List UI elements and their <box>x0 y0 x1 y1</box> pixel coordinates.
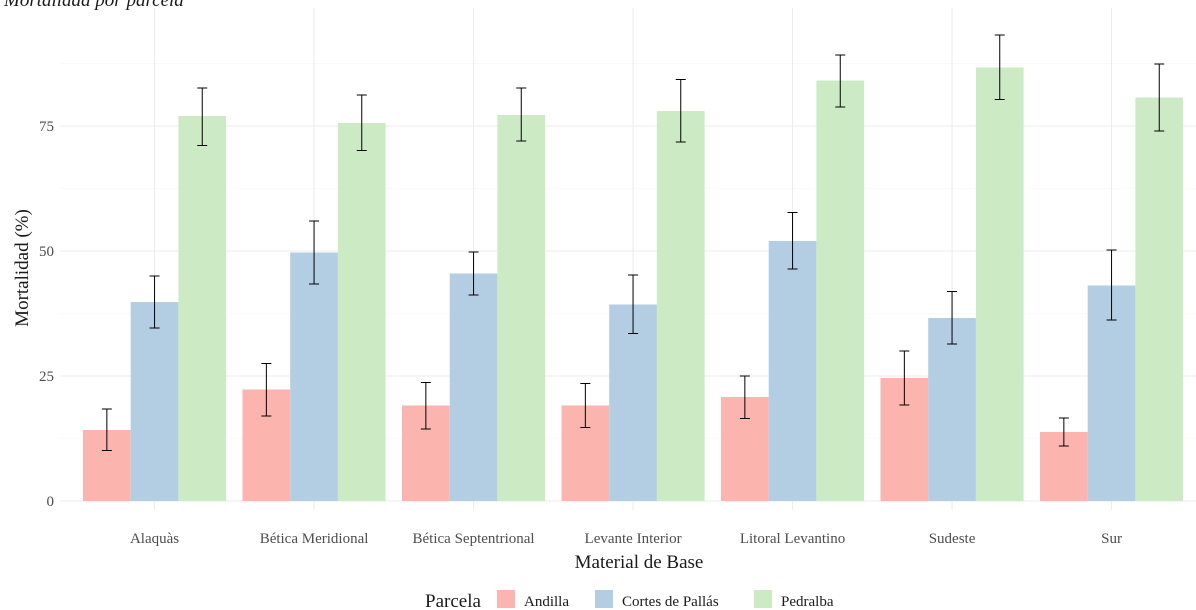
error-bar <box>835 54 846 108</box>
legend-label: Pedralba <box>781 594 834 610</box>
y-axis-ticks: 0 25 50 75 <box>39 119 54 510</box>
error-bar <box>420 382 431 430</box>
error-bar <box>899 350 910 406</box>
error-bar <box>309 220 320 285</box>
error-bar <box>356 94 367 151</box>
error-bar <box>101 408 112 451</box>
legend-title: Parcela <box>425 591 481 610</box>
bar <box>449 273 498 501</box>
y-tick-label: 75 <box>39 119 54 135</box>
error-bar <box>261 363 272 417</box>
error-bar <box>1106 249 1117 321</box>
bar <box>928 318 976 501</box>
x-tick-label: Bética Septentrional <box>413 531 535 547</box>
bar <box>497 115 546 501</box>
legend-key <box>595 590 613 608</box>
legend-key <box>497 590 515 608</box>
error-bar <box>787 212 798 270</box>
legend: Parcela Andilla Cortes de Pallás Pedralba <box>425 590 834 610</box>
x-tick-label: Levante Interior <box>585 531 682 547</box>
error-bar <box>149 275 160 329</box>
error-bar <box>739 375 750 419</box>
error-bar <box>628 274 639 334</box>
y-tick-label: 0 <box>47 494 55 510</box>
x-tick-label: Sur <box>1101 531 1122 547</box>
bar <box>178 116 227 501</box>
legend-label: Andilla <box>524 594 569 610</box>
bar <box>130 302 179 501</box>
x-tick-label: Litoral Levantino <box>740 531 845 547</box>
bar <box>609 304 657 501</box>
bar <box>768 241 817 501</box>
legend-label: Cortes de Pallás <box>622 594 719 610</box>
error-bar <box>468 251 479 296</box>
y-tick-label: 25 <box>39 369 54 385</box>
bar <box>816 80 865 501</box>
legend-key <box>754 590 772 608</box>
error-bar <box>675 79 686 143</box>
bar <box>290 252 338 501</box>
error-bar <box>1058 417 1069 447</box>
error-bar <box>994 34 1005 100</box>
error-bar <box>197 87 208 146</box>
y-tick-label: 50 <box>39 244 54 260</box>
bar <box>337 123 386 501</box>
x-tick-label: Sudeste <box>929 531 976 547</box>
error-bar <box>947 291 958 345</box>
bar <box>1087 285 1136 501</box>
error-bar <box>580 383 591 428</box>
bar <box>1135 97 1184 501</box>
x-axis-title: Material de Base <box>575 552 704 573</box>
bars <box>83 67 1184 501</box>
x-tick-label: Alaquàs <box>130 531 179 547</box>
error-bar <box>516 87 527 142</box>
chart-title: Mortalidad por parcela <box>3 0 184 11</box>
bar <box>975 67 1024 501</box>
bar <box>656 111 705 501</box>
x-axis-ticks: Alaquàs Bética Meridional Bética Septentri… <box>130 531 1122 547</box>
y-axis-title: Mortalidad (%) <box>12 209 33 327</box>
x-tick-label: Bética Meridional <box>260 531 369 547</box>
error-bars <box>101 34 1165 451</box>
error-bar <box>1154 63 1165 132</box>
